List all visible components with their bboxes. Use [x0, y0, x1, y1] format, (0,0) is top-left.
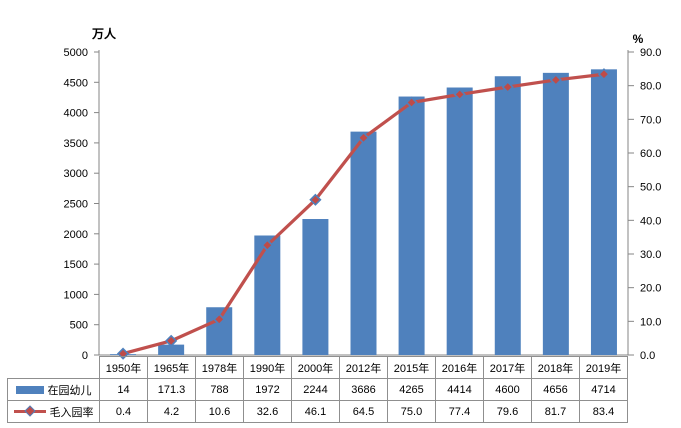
table-value-cell: 46.1	[291, 400, 340, 423]
table-value-cell: 0.4	[99, 400, 148, 423]
table-value-cell: 4414	[435, 378, 484, 401]
column-header-year: 2019年	[579, 356, 628, 379]
bar	[542, 72, 569, 355]
column-header-year: 2018年	[531, 356, 580, 379]
line-marker	[213, 313, 226, 326]
line-marker	[405, 96, 418, 109]
left-tick-label: 2500	[64, 199, 88, 211]
bar	[590, 69, 617, 355]
table-value-cell: 2244	[291, 378, 340, 401]
bar	[398, 96, 425, 355]
table-value-cell: 788	[195, 378, 244, 401]
line-marker	[453, 88, 466, 101]
table-value-cell: 10.6	[195, 400, 244, 423]
bar	[302, 219, 329, 355]
table-value-cell: 64.5	[339, 400, 388, 423]
line-series	[116, 68, 611, 360]
left-axis-ticks: 0 500 1000 1500 2000 2500 3000 3500 4000 4500 5000	[64, 47, 99, 362]
table-value-cell: 4.2	[147, 400, 196, 423]
line-marker	[501, 80, 514, 94]
bar	[494, 76, 521, 356]
table-value-cell: 4265	[387, 378, 436, 401]
table-value-cell: 171.3	[147, 378, 196, 401]
column-header-year: 1965年	[147, 356, 196, 379]
legend-item-bar-series: 在园幼儿	[7, 378, 100, 401]
left-tick-label: 1500	[64, 259, 88, 271]
right-tick-label: 30.0	[640, 249, 661, 261]
column-header-year: 1950年	[99, 356, 148, 379]
right-tick-label: 60.0	[640, 148, 661, 160]
bar	[446, 87, 473, 355]
table-value-cell: 81.7	[531, 400, 580, 423]
right-tick-label: 90.0	[640, 47, 661, 59]
left-tick-label: 2000	[64, 229, 88, 241]
line-series-swatch	[13, 405, 46, 417]
right-axis-title: %	[633, 32, 644, 46]
table-value-cell: 4714	[579, 378, 628, 401]
left-tick-label: 0	[82, 350, 88, 362]
right-tick-label: 20.0	[640, 283, 661, 295]
table-value-cell: 77.4	[435, 400, 484, 423]
line-marker	[309, 193, 322, 206]
right-tick-label: 80.0	[640, 81, 661, 93]
left-tick-label: 1000	[64, 289, 88, 301]
table-corner-cell	[8, 357, 100, 379]
right-tick-label: 70.0	[640, 114, 661, 126]
table-value-cell: 79.6	[483, 400, 532, 423]
table-value-cell: 3686	[339, 378, 388, 401]
right-tick-label: 40.0	[640, 215, 661, 227]
left-tick-label: 3500	[64, 138, 88, 150]
right-tick-label: 50.0	[640, 182, 661, 194]
bar	[158, 344, 185, 355]
column-header-year: 1990年	[243, 356, 292, 379]
right-tick-label: 0.0	[640, 350, 655, 362]
column-header-year: 2012年	[339, 356, 388, 379]
series-label: 毛入园率	[49, 406, 94, 419]
column-header-year: 2017年	[483, 356, 532, 379]
bar	[350, 131, 377, 355]
column-header-year: 2015年	[387, 356, 436, 379]
line-marker	[261, 239, 274, 252]
line-marker	[165, 334, 178, 347]
table-value-cell: 1972	[243, 378, 292, 401]
line-marker	[597, 68, 611, 81]
left-tick-label: 4500	[64, 77, 88, 89]
left-tick-label: 3000	[64, 168, 88, 180]
right-axis-ticks: 0.0 10.0 20.0 30.0 40.0 50.0 60.0 70.0 80.0 90.0	[628, 47, 661, 362]
table-value-cell: 32.6	[243, 400, 292, 423]
series-label: 在园幼儿	[47, 384, 92, 397]
table-value-cell: 4656	[531, 378, 580, 401]
table-value-cell: 75.0	[387, 400, 436, 423]
left-tick-label: 4000	[64, 108, 88, 120]
bar-series	[110, 69, 617, 356]
table-value-cell: 4600	[483, 378, 532, 401]
left-tick-label: 500	[70, 320, 88, 332]
left-tick-label: 5000	[64, 47, 88, 59]
left-axis-title: 万人	[91, 26, 117, 41]
column-header-year: 1978年	[195, 356, 244, 379]
diamond-marker-icon	[23, 405, 36, 417]
right-tick-label: 10.0	[640, 316, 661, 328]
table-value-cell: 14	[99, 378, 148, 401]
line-marker	[549, 73, 562, 87]
column-header-year: 2016年	[435, 356, 484, 379]
bar-series-swatch	[15, 385, 44, 394]
table-value-cell: 83.4	[579, 400, 628, 423]
column-header-year: 2000年	[291, 356, 340, 379]
legend-item-line-series: 毛入园率	[7, 400, 100, 423]
bar	[254, 235, 281, 355]
chart-data-table: 1950年 1965年 1978年 1990年 2000年 2012年 2015年 2016年…	[7, 356, 628, 423]
line-marker	[357, 131, 370, 144]
